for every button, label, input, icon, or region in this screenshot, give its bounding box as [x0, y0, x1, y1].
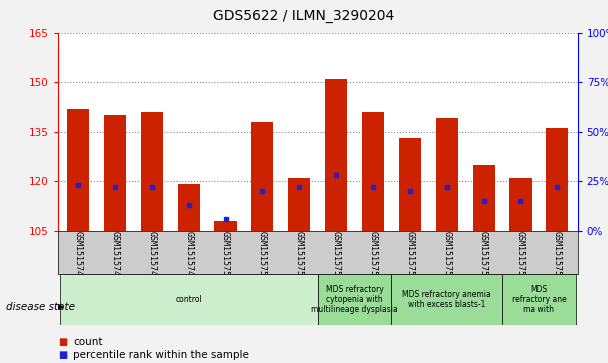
- Text: count: count: [73, 337, 103, 347]
- Text: control: control: [175, 295, 202, 304]
- Bar: [546, 128, 568, 231]
- Bar: [140, 112, 163, 231]
- Text: percentile rank within the sample: percentile rank within the sample: [73, 350, 249, 360]
- Bar: [325, 79, 347, 231]
- Text: GSM1515756: GSM1515756: [442, 231, 451, 281]
- Text: GDS5622 / ILMN_3290204: GDS5622 / ILMN_3290204: [213, 9, 395, 23]
- Text: ▶: ▶: [58, 302, 64, 311]
- Bar: [215, 221, 237, 231]
- Text: MDS refractory anemia
with excess blasts-1: MDS refractory anemia with excess blasts…: [402, 290, 491, 309]
- Text: disease state: disease state: [6, 302, 75, 312]
- Text: GSM1515752: GSM1515752: [295, 231, 304, 281]
- Bar: [178, 184, 199, 231]
- Text: GSM1515751: GSM1515751: [258, 231, 267, 281]
- Bar: [472, 164, 495, 231]
- Bar: [317, 274, 392, 325]
- Text: ■: ■: [58, 337, 67, 347]
- Bar: [251, 122, 274, 231]
- Text: GSM1515749: GSM1515749: [184, 231, 193, 281]
- Text: GSM1515757: GSM1515757: [479, 231, 488, 281]
- Text: MDS refractory
cytopenia with
multilineage dysplasia: MDS refractory cytopenia with multilinea…: [311, 285, 398, 314]
- Bar: [436, 118, 458, 231]
- Text: GSM1515758: GSM1515758: [516, 231, 525, 281]
- Text: GSM1515747: GSM1515747: [111, 231, 119, 281]
- Text: GSM1515750: GSM1515750: [221, 231, 230, 281]
- Bar: [104, 115, 126, 231]
- Bar: [510, 178, 531, 231]
- Bar: [362, 112, 384, 231]
- Bar: [399, 138, 421, 231]
- Bar: [67, 109, 89, 231]
- Text: GSM1515748: GSM1515748: [147, 231, 156, 281]
- Text: GSM1515746: GSM1515746: [74, 231, 83, 281]
- Bar: [288, 178, 310, 231]
- Text: GSM1515759: GSM1515759: [553, 231, 562, 281]
- Text: GSM1515753: GSM1515753: [331, 231, 340, 281]
- Bar: [502, 274, 576, 325]
- Bar: [60, 274, 317, 325]
- Text: MDS
refractory ane
ma with: MDS refractory ane ma with: [511, 285, 566, 314]
- Bar: [392, 274, 502, 325]
- Text: GSM1515754: GSM1515754: [368, 231, 378, 281]
- Text: GSM1515755: GSM1515755: [406, 231, 414, 281]
- Text: ■: ■: [58, 350, 67, 360]
